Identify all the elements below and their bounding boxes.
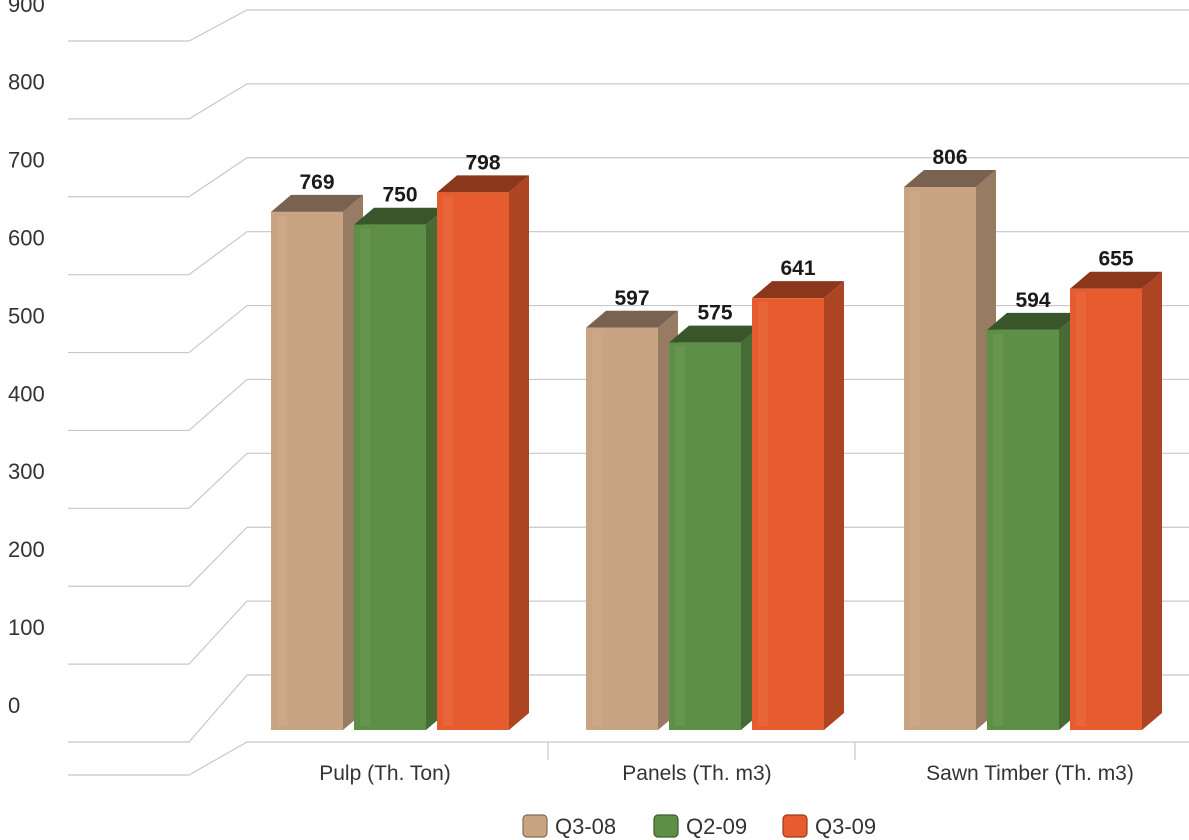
bar-q3-09-1 — [752, 281, 844, 730]
bar-series — [271, 170, 1162, 731]
y-tick-label: 400 — [8, 381, 45, 406]
bar-q3-08-1 — [586, 310, 678, 730]
bar-q2-09-0 — [354, 207, 446, 730]
gridline-7 — [68, 157, 1189, 198]
x-axis-categories: Pulp (Th. Ton) Panels (Th. m3) Sawn Timber… — [319, 762, 1134, 785]
bar-q2-09-1 — [669, 325, 761, 730]
gridline-8 — [68, 83, 1189, 120]
legend-swatch-q3-08 — [522, 814, 548, 838]
bar-q3-09-2 — [1070, 271, 1162, 730]
y-tick-label: 500 — [8, 303, 45, 328]
data-label: 806 — [932, 146, 967, 169]
y-tick-label: 100 — [8, 615, 45, 640]
y-tick-label: 800 — [8, 70, 45, 95]
legend-swatch-q3-09 — [782, 814, 808, 838]
data-label: 769 — [299, 171, 334, 194]
gridline-5 — [68, 304, 1189, 354]
y-tick-label: 200 — [8, 537, 45, 562]
legend-label: Q2-09 — [686, 814, 747, 839]
chart-grid — [68, 9, 1189, 776]
y-tick-label: 900 — [8, 0, 45, 17]
y-tick-label: 700 — [8, 148, 45, 173]
bar-q3-09-0 — [437, 175, 529, 731]
gridline-6 — [68, 231, 1189, 276]
legend-swatch-q2-09 — [653, 814, 679, 838]
legend: Q3-08 Q2-09 Q3-09 — [522, 814, 876, 839]
y-tick-label: 600 — [8, 225, 45, 250]
data-label: 798 — [465, 151, 500, 174]
gridline-9 — [68, 9, 1189, 42]
x-category-label: Pulp (Th. Ton) — [319, 762, 451, 785]
data-labels: 769 750 798 597 575 641 806 594 655 — [299, 146, 1133, 325]
data-label: 597 — [614, 287, 649, 310]
bar-q2-09-2 — [987, 312, 1079, 730]
data-label: 750 — [382, 184, 417, 207]
x-category-label: Panels (Th. m3) — [622, 762, 771, 785]
data-label: 641 — [780, 257, 815, 280]
y-tick-label: 300 — [8, 459, 45, 484]
data-label: 655 — [1098, 248, 1133, 271]
bar-q3-08-0 — [271, 194, 363, 731]
y-axis-ticks: 0 100 200 300 400 500 600 700 800 900 — [8, 0, 45, 718]
legend-label: Q3-08 — [555, 814, 616, 839]
floor-edge — [68, 741, 1189, 776]
legend-label: Q3-09 — [815, 814, 876, 839]
x-category-label: Sawn Timber (Th. m3) — [926, 762, 1134, 785]
y-tick-label: 0 — [8, 693, 20, 718]
data-label: 575 — [697, 302, 732, 325]
data-label: 594 — [1015, 289, 1050, 312]
bar-q3-08-2 — [904, 170, 996, 730]
